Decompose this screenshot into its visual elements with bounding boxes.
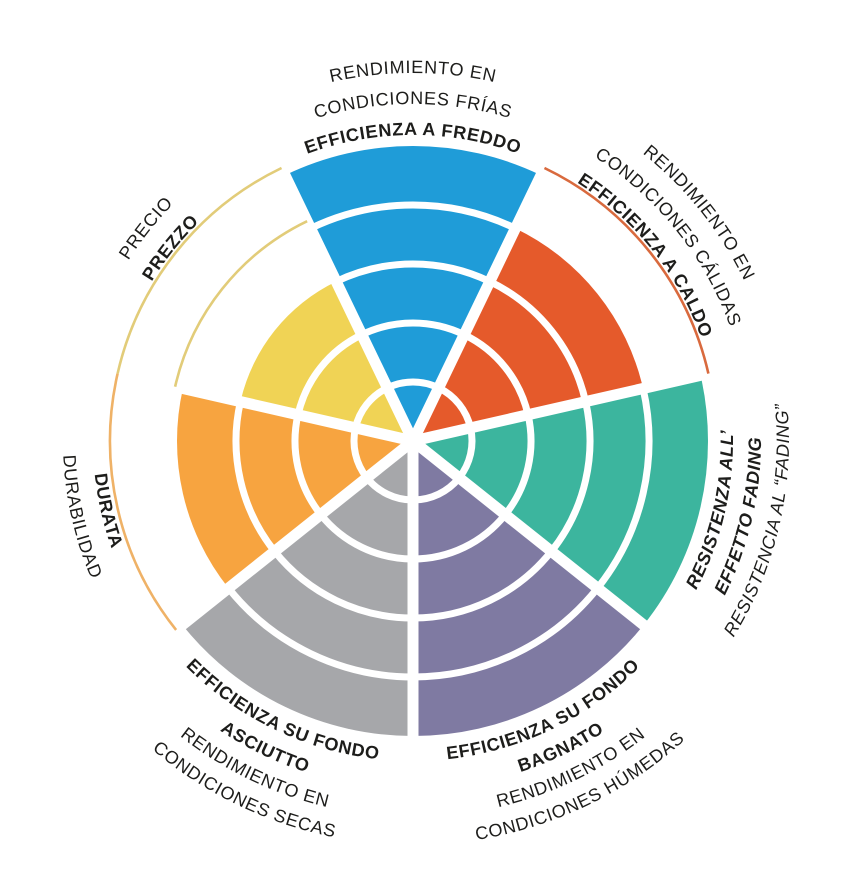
ring-separator <box>232 400 278 554</box>
ring-separator <box>502 413 535 517</box>
segment-caldo-wedge <box>413 228 644 441</box>
segment-freddo-wedge <box>285 145 541 441</box>
segment-divider <box>165 436 417 640</box>
label-durata-line-1: DURATA <box>91 472 127 551</box>
ring-separator <box>594 387 653 591</box>
label-freddo-text: RENDIMIENTO EN <box>328 57 498 86</box>
level-tick-arc-prezzo <box>116 166 283 374</box>
level-tick-arc-durata <box>108 373 178 631</box>
label-durata-text: DURATA <box>91 472 127 551</box>
segment-divider <box>272 157 418 444</box>
segment-divider <box>411 366 719 447</box>
ring-separator <box>271 549 414 622</box>
ring-separator <box>291 413 324 517</box>
segment-fading-wedge <box>413 375 708 625</box>
ring-separator <box>412 585 601 681</box>
ring-separator <box>360 319 466 338</box>
level-tick-arc-prezzo <box>173 219 308 387</box>
level-tick-arcs <box>108 166 710 631</box>
ring-separator <box>334 260 492 285</box>
ring-separator <box>309 201 517 232</box>
ring-separator <box>488 278 589 403</box>
ring-separator <box>225 585 414 681</box>
segment-asciutto-wedge <box>182 441 413 736</box>
segment-divider <box>107 366 415 447</box>
segment-dividers <box>107 157 719 753</box>
ring-separator <box>412 549 555 622</box>
ring-separator <box>318 512 414 563</box>
ring-separator <box>294 331 364 416</box>
label-freddo-text: CONDICIONES FRÍAS <box>312 88 514 122</box>
ring-separator <box>462 331 532 416</box>
segment-divider <box>408 157 554 444</box>
label-freddo-line-2: CONDICIONES FRÍAS <box>312 88 515 122</box>
segment-divider <box>409 436 661 640</box>
ring-separator <box>548 400 594 554</box>
ring-separator <box>412 512 508 563</box>
level-tick-arc-caldo <box>543 166 710 374</box>
wheel-wedges <box>177 145 708 736</box>
label-freddo-line-1: RENDIMIENTO EN <box>328 57 499 86</box>
segment-bagnato-wedge <box>413 441 644 736</box>
